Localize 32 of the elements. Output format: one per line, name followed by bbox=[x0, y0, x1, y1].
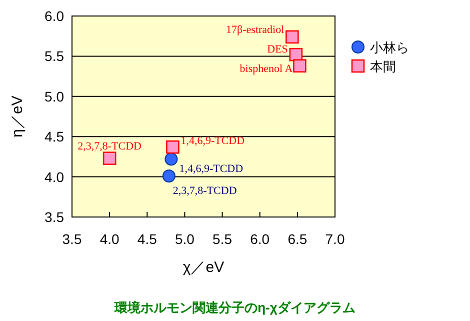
point bbox=[164, 152, 178, 166]
x-tick-label: 5.0 bbox=[174, 231, 195, 247]
point bbox=[286, 30, 299, 44]
x-tick-label: 4.0 bbox=[100, 231, 120, 247]
y-tick-label: 5.0 bbox=[44, 88, 64, 104]
x-axis-title: χ／eV bbox=[182, 259, 224, 276]
point bbox=[293, 59, 306, 72]
annotation: 2,3,7,8-TCDD bbox=[172, 184, 237, 197]
y-tick-label: 4.0 bbox=[44, 168, 64, 185]
y-tick-label: 5.5 bbox=[44, 48, 64, 64]
annotation: bisphenol A bbox=[240, 62, 293, 75]
text: 環境ホルモン関連分子のη-χダイアグラム bbox=[114, 300, 356, 315]
annotation: DES bbox=[267, 44, 288, 56]
x-tick-label: 7.0 bbox=[325, 231, 345, 247]
point bbox=[102, 152, 116, 165]
annotation: 1,4,6,9-TCDD bbox=[179, 163, 244, 176]
annotation: 1,4,6,9-TCDD bbox=[180, 135, 245, 148]
legend-label: 本間 bbox=[370, 59, 396, 74]
x-tick-label: 5.5 bbox=[212, 231, 232, 247]
annotation: 17β-estradiol bbox=[226, 24, 284, 36]
x-tick-label: 4.5 bbox=[137, 231, 158, 247]
x-tick-label: 6.5 bbox=[288, 231, 308, 247]
x-tick-label: 3.5 bbox=[62, 231, 82, 247]
y-axis-title: η／eV bbox=[9, 96, 26, 138]
annotation: 2,3,7,8-TCDD bbox=[78, 140, 142, 152]
x-tick-label: 6.0 bbox=[250, 231, 270, 247]
point bbox=[162, 169, 176, 182]
y-tick-label: 3.5 bbox=[44, 209, 64, 225]
y-tick-label: 6.0 bbox=[44, 8, 64, 24]
legend-label: 小林ら bbox=[370, 40, 409, 55]
y-tick-label: 4.5 bbox=[44, 128, 64, 145]
point bbox=[166, 140, 180, 154]
